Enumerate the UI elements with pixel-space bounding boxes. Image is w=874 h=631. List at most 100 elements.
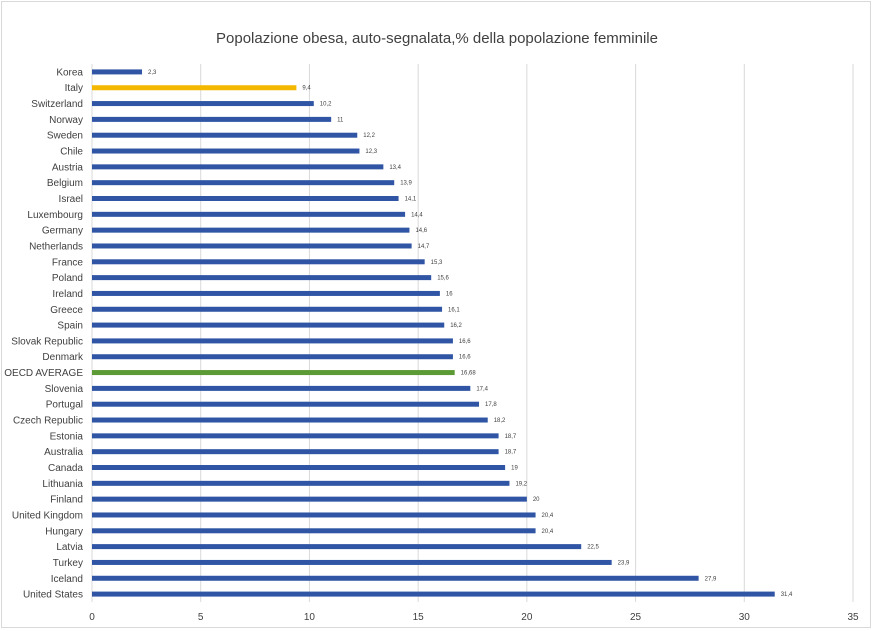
- category-label: Iceland: [51, 574, 83, 585]
- data-label: 12,3: [365, 149, 377, 155]
- data-label: 13,9: [400, 181, 412, 187]
- data-label: 14,4: [411, 212, 423, 218]
- data-label: 17,4: [476, 386, 488, 392]
- category-label: Switzerland: [31, 99, 83, 110]
- category-label: Israel: [59, 194, 83, 205]
- bar: [92, 433, 499, 439]
- bar: [92, 306, 443, 312]
- bar: [92, 164, 384, 170]
- category-label: Australia: [44, 447, 83, 458]
- category-label: Ireland: [52, 289, 83, 300]
- category-label: Canada: [48, 463, 83, 474]
- category-label: Luxembourg: [27, 210, 83, 221]
- data-label: 20,4: [542, 513, 554, 519]
- category-label: Slovenia: [45, 384, 84, 395]
- bar: [92, 544, 582, 550]
- data-label: 19: [511, 466, 518, 472]
- bar: [92, 290, 440, 296]
- data-label: 16,1: [448, 307, 460, 313]
- x-tick-label: 15: [413, 612, 425, 623]
- category-label: United States: [23, 590, 83, 601]
- bar: [92, 227, 410, 233]
- category-label: Latvia: [56, 542, 83, 553]
- category-label: Chile: [60, 147, 83, 158]
- x-tick-label: 5: [198, 612, 204, 623]
- data-label: 12,2: [363, 133, 375, 139]
- data-label: 11: [337, 117, 344, 123]
- data-label: 22,5: [587, 545, 599, 551]
- data-label: 17,8: [485, 402, 497, 408]
- bar: [92, 559, 612, 565]
- category-label: Norway: [49, 115, 83, 126]
- category-label: Korea: [56, 67, 83, 78]
- bar: [92, 69, 143, 75]
- category-label: Italy: [65, 83, 83, 94]
- bar: [92, 132, 358, 138]
- data-label: 27,9: [705, 576, 717, 582]
- bar: [92, 338, 453, 344]
- data-label: 16,6: [459, 339, 471, 345]
- category-label: Netherlands: [29, 241, 83, 252]
- data-label: 19,2: [515, 481, 527, 487]
- bar: [92, 528, 536, 534]
- data-label: 18,2: [494, 418, 506, 424]
- bar: [92, 322, 445, 328]
- data-label: 13,4: [389, 165, 401, 171]
- category-label: Austria: [52, 162, 84, 173]
- bar: [92, 465, 506, 470]
- category-label: Spain: [57, 321, 83, 332]
- category-label: Finland: [50, 495, 83, 506]
- bar: [92, 180, 395, 186]
- category-label: Poland: [52, 273, 83, 284]
- x-tick-label: 10: [304, 612, 316, 623]
- bar: [92, 85, 297, 91]
- x-tick-label: 25: [630, 612, 642, 623]
- chart-title: Popolazione obesa, auto-segnalata,% dell…: [216, 30, 658, 47]
- data-label: 31,4: [781, 592, 793, 598]
- x-tick-label: 20: [521, 612, 533, 623]
- bar: [92, 275, 432, 281]
- category-label: Estonia: [50, 431, 84, 442]
- data-label: 16: [446, 291, 453, 297]
- category-label: Denmark: [42, 352, 84, 363]
- category-label: United Kingdom: [12, 510, 83, 521]
- bar: [92, 243, 412, 249]
- category-label: Portugal: [46, 400, 83, 411]
- bar: [92, 401, 480, 407]
- category-label: Hungary: [45, 526, 83, 537]
- data-label: 9,4: [302, 86, 311, 92]
- data-label: 15,3: [431, 260, 443, 266]
- data-label: 18,7: [505, 434, 517, 440]
- data-label: 16,2: [450, 323, 462, 329]
- bar: [92, 196, 399, 201]
- category-label: Sweden: [47, 131, 83, 142]
- x-tick-label: 35: [847, 612, 859, 623]
- category-label: France: [52, 257, 84, 268]
- data-label: 23,9: [618, 560, 630, 566]
- category-label: Germany: [42, 226, 83, 237]
- bar: [92, 385, 471, 391]
- bar: [92, 480, 510, 486]
- x-tick-label: 0: [89, 612, 95, 623]
- bar: [92, 417, 488, 423]
- category-label: Slovak Republic: [11, 336, 83, 347]
- bar: [92, 148, 360, 154]
- bar: [92, 591, 775, 597]
- category-label: Czech Republic: [13, 416, 83, 427]
- bar: [92, 496, 527, 502]
- bar: [92, 116, 332, 122]
- bar: [92, 512, 536, 518]
- category-label: Greece: [50, 305, 83, 316]
- bar: [92, 211, 406, 217]
- data-label: 14,1: [405, 197, 417, 203]
- bar: [92, 354, 453, 360]
- category-label: Belgium: [47, 178, 83, 189]
- category-label: Lithuania: [42, 479, 83, 490]
- category-label: Turkey: [53, 558, 83, 569]
- x-tick-label: 30: [739, 612, 751, 623]
- data-label: 16,68: [461, 371, 477, 377]
- category-label: OECD AVERAGE: [4, 368, 83, 379]
- data-label: 14,6: [415, 228, 427, 234]
- bar: [92, 575, 699, 581]
